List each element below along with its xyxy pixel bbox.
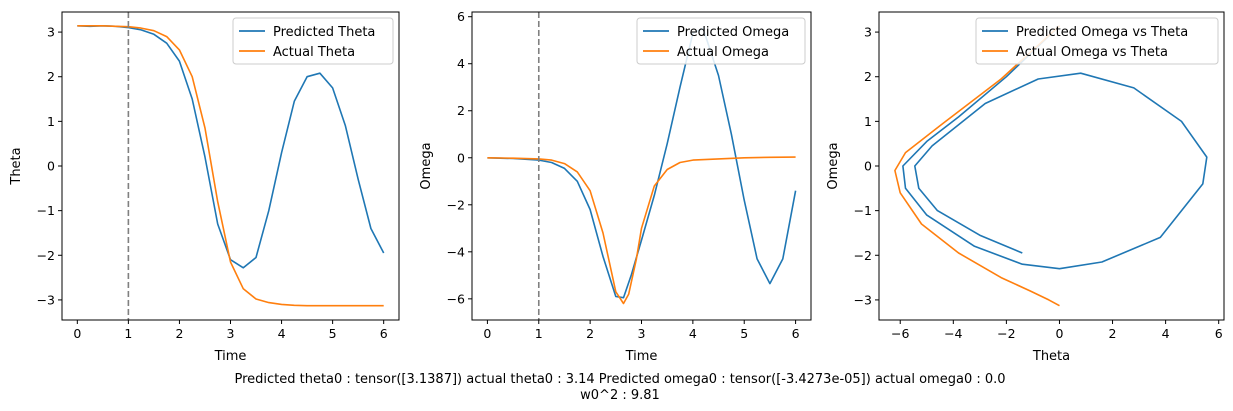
x-tick-label: 6 (380, 326, 388, 341)
x-tick-label: −4 (944, 326, 962, 341)
y-tick-label: 0 (864, 159, 872, 174)
x-tick-label: −2 (997, 326, 1015, 341)
x-tick-label: 4 (689, 326, 697, 341)
legend-box (232, 17, 394, 65)
y-tick-label: −2 (447, 197, 465, 212)
x-tick-label: 2 (175, 326, 183, 341)
x-tick-label: 5 (740, 326, 748, 341)
series-line-actual (487, 156, 796, 305)
x-tick-label: −6 (891, 326, 909, 341)
plot-panel-2: 0 1 2 3 4 5 6 −6 −4 −2 0 2 4 6 Time Omega Predicted Omeg… (419, 9, 812, 364)
y-tick-label: 0 (47, 159, 55, 174)
legend-label: Actual Theta (273, 45, 355, 60)
y-tick-label: 6 (457, 9, 465, 24)
x-tick-label: 5 (329, 326, 337, 341)
y-tick-label: 0 (457, 150, 465, 165)
x-tick-label: 4 (278, 326, 286, 341)
legend: Predicted Omega vs Theta Actual Omega vs … (975, 17, 1219, 65)
y-tick-label: −3 (37, 292, 55, 307)
plot-panel-3: −6 −4 −2 0 2 4 6 −3 −2 −1 0 1 2 3 Theta Omega Predicted … (826, 11, 1225, 364)
x-tick-label: 0 (1055, 326, 1063, 341)
y-tick-label: −4 (447, 244, 465, 259)
y-tick-label: 1 (47, 114, 55, 129)
y-tick-label: 2 (457, 103, 465, 118)
y-tick-label: −2 (37, 248, 55, 263)
y-axis-label: Omega (419, 142, 434, 189)
y-tick-label: 2 (864, 69, 872, 84)
y-tick-label: −1 (37, 203, 55, 218)
y-axis-label: Theta (9, 147, 24, 185)
x-tick-label: 1 (124, 326, 132, 341)
legend-label: Actual Omega (677, 45, 769, 60)
x-tick-label: 2 (586, 326, 594, 341)
plot-panel-1: 0 1 2 3 4 5 6 −3 −2 −1 0 1 2 3 Time Theta Predicted Thet… (9, 11, 400, 364)
y-tick-label: 4 (457, 56, 465, 71)
x-tick-label: 1 (535, 326, 543, 341)
x-tick-label: 6 (792, 326, 800, 341)
x-axis-label: Time (625, 349, 658, 364)
x-axis-label: Time (214, 349, 247, 364)
legend-label: Predicted Omega (677, 25, 789, 40)
plots: 0 1 2 3 4 5 6 −3 −2 −1 0 1 2 3 Time Theta Predicted Thet… (9, 9, 1225, 364)
x-tick-label: 2 (1109, 326, 1117, 341)
x-tick-label: 0 (73, 326, 81, 341)
x-axis-label: Theta (1032, 349, 1070, 364)
caption-line-1: Predicted theta0 : tensor([3.1387]) actu… (234, 372, 1005, 387)
y-tick-label: 3 (47, 25, 55, 40)
series-line-predicted (902, 25, 1208, 270)
y-tick-label: −1 (854, 203, 872, 218)
legend-label: Actual Omega vs Theta (1016, 45, 1168, 60)
legend-box (975, 17, 1219, 65)
y-tick-label: 2 (47, 69, 55, 84)
legend-box (636, 17, 806, 65)
y-tick-label: −6 (447, 291, 465, 306)
x-tick-label: 3 (227, 326, 235, 341)
series-line-predicted (487, 27, 797, 299)
y-axis-label: Omega (826, 142, 841, 189)
y-tick-label: 3 (864, 25, 872, 40)
y-tick-label: 1 (864, 114, 872, 129)
x-tick-label: 4 (1162, 326, 1170, 341)
legend-label: Predicted Theta (273, 25, 375, 40)
x-tick-label: 0 (483, 326, 491, 341)
y-tick-label: −2 (854, 248, 872, 263)
legend-label: Predicted Omega vs Theta (1016, 25, 1188, 40)
legend: Predicted Theta Actual Theta (232, 17, 394, 65)
y-tick-label: −3 (854, 292, 872, 307)
caption-line-2: w0^2 : 9.81 (580, 388, 660, 403)
series-line-actual (894, 25, 1061, 307)
legend: Predicted Omega Actual Omega (636, 17, 806, 65)
x-tick-label: 6 (1215, 326, 1223, 341)
x-tick-label: 3 (638, 326, 646, 341)
